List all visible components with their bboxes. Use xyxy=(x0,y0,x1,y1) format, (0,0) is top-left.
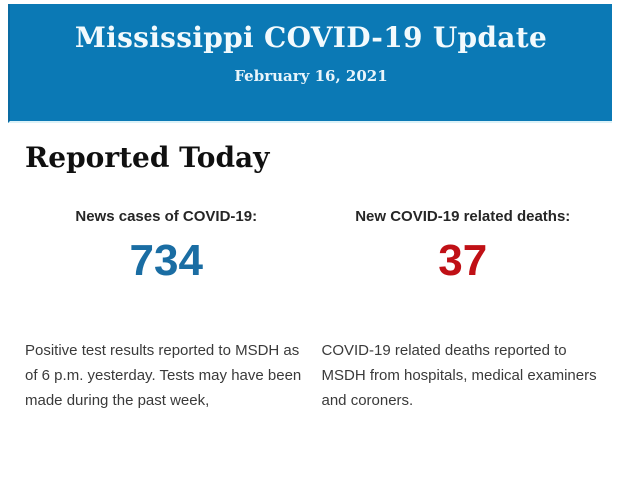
descriptions-row: Positive test results reported to MSDH a… xyxy=(25,338,604,413)
stats-row: News cases of COVID-19: 734 New COVID-19… xyxy=(25,207,604,284)
header-banner: Mississippi COVID-19 Update February 16,… xyxy=(8,4,612,123)
stat-label-new-cases: News cases of COVID-19: xyxy=(75,208,258,225)
header-date: February 16, 2021 xyxy=(234,67,388,85)
section-heading: Reported Today xyxy=(25,141,270,174)
page-title: Mississippi COVID-19 Update xyxy=(74,21,548,54)
stat-value-new-cases: 734 xyxy=(129,236,203,285)
stat-new-deaths: New COVID-19 related deaths: 37 xyxy=(322,207,605,284)
stat-description-new-deaths: COVID-19 related deaths reported to MSDH… xyxy=(321,342,597,409)
stat-description-new-cases: Positive test results reported to MSDH a… xyxy=(25,342,302,409)
report-section: Reported Today News cases of COVID-19: 7… xyxy=(0,141,620,413)
stat-value-new-deaths: 37 xyxy=(438,236,488,285)
stat-label-new-deaths: New COVID-19 related deaths: xyxy=(355,208,571,225)
stat-new-cases: News cases of COVID-19: 734 xyxy=(25,207,308,284)
